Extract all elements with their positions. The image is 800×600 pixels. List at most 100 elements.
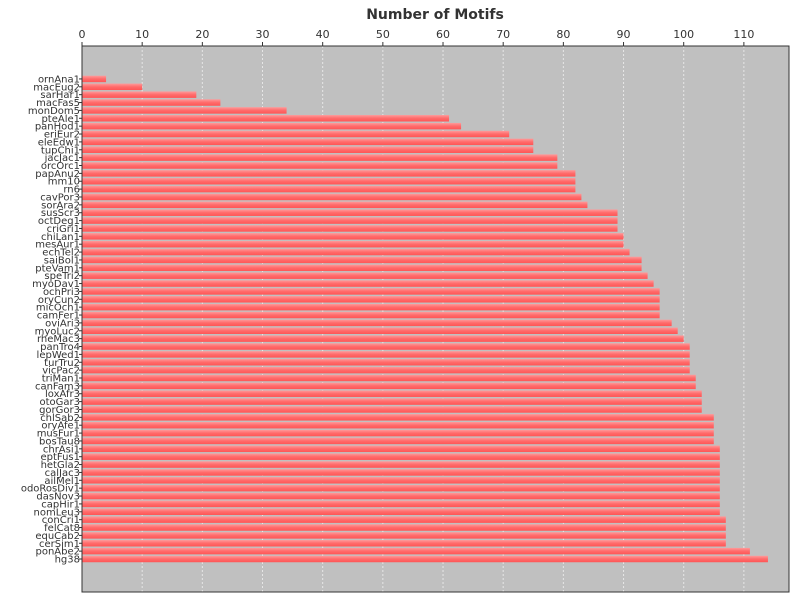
x-tick-label: 20: [195, 28, 209, 41]
category-label: sarHar1: [40, 90, 80, 101]
category-label: rn6: [63, 185, 80, 196]
category-label: monDom5: [28, 106, 80, 117]
x-tick-label: 80: [556, 28, 570, 41]
bar: [82, 272, 648, 279]
x-tick-label: 10: [135, 28, 149, 41]
category-label: turTru2: [44, 358, 80, 369]
bar: [82, 461, 720, 468]
category-label: eriEur2: [44, 130, 80, 141]
category-label: ponAbe2: [35, 547, 80, 558]
category-label: capHir1: [41, 499, 80, 510]
category-label: papAnu2: [35, 169, 80, 180]
bar: [82, 421, 714, 429]
category-label: otoGar3: [39, 397, 80, 408]
bars: [82, 75, 768, 563]
bar: [82, 492, 720, 500]
x-tick-label: 110: [733, 28, 754, 41]
category-label: calJac3: [45, 468, 80, 479]
category-label: equCab2: [35, 531, 80, 542]
category-label: gorGor3: [39, 405, 80, 416]
category-label: macFas5: [36, 98, 80, 109]
x-tick-label: 60: [436, 28, 450, 41]
category-label: oviAri3: [45, 318, 80, 329]
category-label: octDeg1: [38, 216, 80, 227]
category-label: myoDav1: [32, 279, 80, 290]
bar: [82, 406, 702, 413]
bar: [82, 327, 678, 335]
category-label: felCat8: [44, 523, 80, 534]
bar: [82, 311, 660, 319]
category-label: oryAfe1: [41, 421, 80, 432]
bar: [82, 524, 726, 531]
category-label: jacJac1: [44, 153, 80, 164]
grid: [141, 46, 745, 592]
category-label: chlSab2: [40, 413, 80, 424]
bar: [82, 288, 660, 295]
category-label: ailMel1: [44, 476, 80, 487]
bar: [82, 193, 582, 201]
bar: [82, 343, 690, 350]
x-tick-label: 70: [496, 28, 510, 41]
category-label: cerSim1: [39, 539, 80, 550]
bar: [82, 225, 618, 232]
bar: [82, 233, 624, 240]
chart-title: Number of Motifs: [366, 7, 504, 23]
x-tick-label: 90: [617, 28, 631, 41]
bar: [82, 138, 534, 146]
category-label: nomLeu3: [34, 507, 80, 518]
bar: [82, 555, 768, 563]
x-tick-label: 30: [256, 28, 270, 41]
category-label: dasNov3: [36, 492, 80, 503]
bar: [82, 130, 510, 138]
category-label: macEug2: [33, 82, 80, 93]
bar: [82, 280, 654, 287]
bar: [82, 453, 720, 460]
category-label: lepWed1: [37, 350, 80, 361]
category-label: orcOrc1: [41, 161, 80, 172]
category-label: pteAle1: [41, 114, 80, 125]
bar: [82, 500, 720, 508]
category-label: chrAsi1: [43, 444, 80, 455]
category-label: ornAna1: [38, 74, 80, 85]
bar: [82, 398, 702, 405]
bar: [82, 170, 576, 177]
bar: [82, 154, 558, 161]
category-label: pteVam1: [35, 263, 80, 274]
bar: [82, 351, 690, 358]
category-label: speTri2: [44, 271, 80, 282]
bar: [82, 445, 720, 453]
category-label: musFur1: [37, 429, 80, 440]
bar: [82, 335, 684, 342]
bar: [82, 296, 660, 303]
category-label: loxAfr3: [45, 389, 80, 400]
category-label: triMan1: [42, 373, 80, 384]
category-label: cavPor3: [40, 192, 80, 203]
bar: [82, 532, 726, 539]
bar: [82, 429, 714, 437]
category-label: tupChi1: [41, 145, 80, 156]
bar: [82, 83, 143, 91]
category-label: oryCun2: [38, 295, 80, 306]
bar: [82, 75, 107, 83]
category-label: canFam3: [35, 381, 80, 392]
bar: [82, 484, 720, 492]
category-labels: ornAna1macEug2sarHar1macFas5monDom5pteAl…: [21, 74, 80, 565]
category-label: rheMac3: [37, 334, 80, 345]
category-label: ochPri3: [43, 287, 80, 298]
bar: [82, 115, 450, 122]
bar: [82, 540, 726, 547]
category-label: odoRosDiv1: [21, 484, 80, 495]
plot-frame: [81, 45, 790, 593]
bar: [82, 209, 618, 216]
category-label: mesAur1: [35, 240, 80, 251]
category-label: conCri1: [42, 515, 80, 526]
bar: [82, 437, 714, 445]
bar: [82, 122, 462, 130]
bar: [82, 248, 630, 256]
category-label: criGri1: [47, 224, 80, 235]
bar: [82, 414, 714, 421]
category-label: susScr3: [41, 208, 80, 219]
category-label: myoLuc2: [35, 326, 80, 337]
